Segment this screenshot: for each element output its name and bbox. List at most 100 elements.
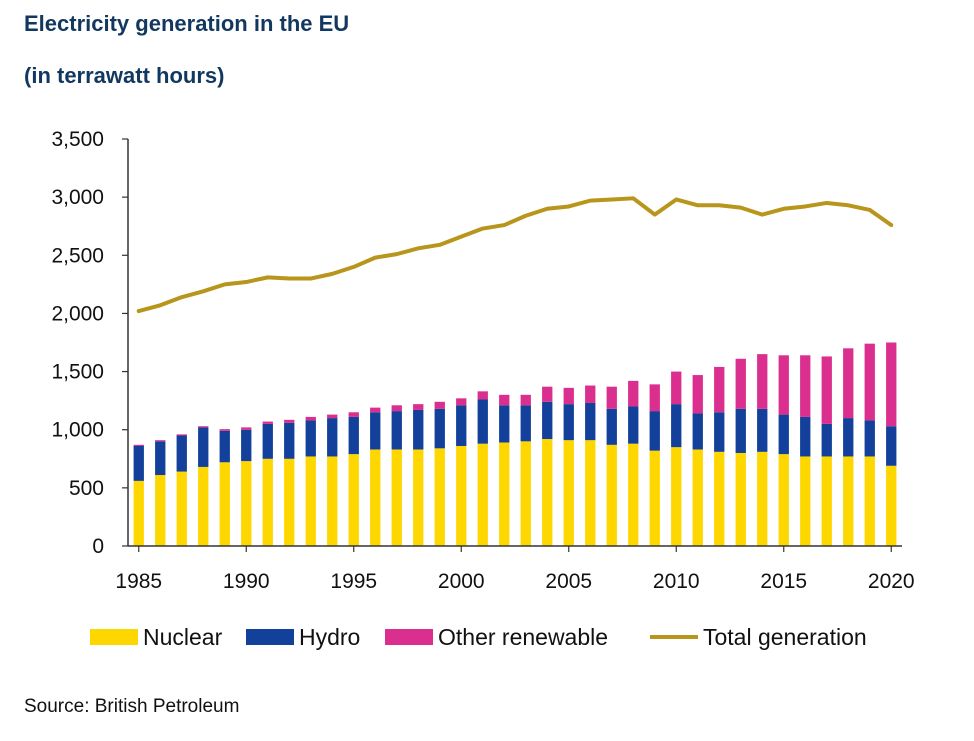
nuclear-bar-1995 (348, 454, 359, 546)
hydro-bar-1993 (305, 420, 316, 457)
x-tick-label: 1990 (223, 570, 270, 593)
hydro-bar-1992 (284, 422, 295, 459)
nuclear-bar-2000 (456, 445, 467, 546)
other-renewable-bar-2003 (520, 394, 531, 406)
nuclear-bar-1993 (305, 456, 316, 546)
other-renewable-bar-2014 (757, 354, 768, 409)
hydro-bar-2004 (542, 401, 553, 440)
hydro-bar-1991 (262, 423, 273, 459)
y-tick-label: 1,500 (51, 361, 104, 384)
hydro-bar-1989 (219, 430, 230, 463)
other-renewable-bar-2010 (671, 371, 682, 405)
x-tick-label: 1985 (115, 570, 162, 593)
nuclear-bar-2015 (778, 454, 789, 546)
other-renewable-bar-2009 (649, 384, 660, 412)
other-renewable-bar-2007 (606, 386, 617, 409)
bar-layer (133, 342, 897, 546)
hydro-bar-2017 (821, 423, 832, 457)
axes-layer: 0 500 1,000 1,500 2,000 2,500 3,000 3,500 1985 19… (51, 128, 914, 593)
other-renewable-bar-1990 (241, 427, 252, 430)
legend-label-hydro: Hydro (299, 624, 360, 650)
other-renewable-bar-2006 (585, 385, 596, 403)
other-renewable-bar-2020 (886, 342, 897, 427)
x-tick-label: 2015 (760, 570, 807, 593)
x-tick-label: 2010 (653, 570, 700, 593)
other-renewable-bar-2013 (735, 358, 746, 409)
nuclear-bar-2004 (542, 439, 553, 546)
y-tick-label: 0 (92, 535, 104, 558)
nuclear-bar-1988 (198, 466, 209, 546)
hydro-bar-1998 (413, 409, 424, 450)
total-generation-line (136, 196, 894, 314)
hydro-bar-2015 (778, 414, 789, 455)
nuclear-bar-2012 (714, 451, 725, 546)
other-renewable-bar-1989 (219, 429, 230, 431)
hydro-bar-2002 (499, 405, 510, 443)
hydro-bar-2009 (649, 411, 660, 451)
legend-swatch-nuclear (90, 629, 138, 645)
hydro-bar-1999 (434, 408, 445, 449)
hydro-bar-1990 (241, 429, 252, 462)
hydro-bar-2005 (563, 404, 574, 441)
hydro-bar-2007 (606, 408, 617, 445)
hydro-bar-2014 (757, 408, 768, 452)
hydro-bar-1994 (327, 418, 338, 457)
x-tick-label: 2005 (545, 570, 592, 593)
y-tick-label: 1,000 (51, 419, 104, 442)
other-renewable-bar-2012 (714, 366, 725, 413)
hydro-bar-1986 (155, 441, 166, 476)
other-renewable-bar-2011 (692, 375, 703, 414)
other-renewable-bar-1998 (413, 404, 424, 410)
nuclear-bar-1989 (219, 462, 230, 546)
nuclear-bar-1985 (133, 480, 144, 546)
x-tick-label: 1995 (330, 570, 377, 593)
nuclear-bar-2008 (628, 443, 639, 546)
y-tick-label: 500 (69, 477, 104, 500)
other-renewable-bar-2016 (800, 355, 811, 417)
x-tick-label: 2000 (438, 570, 485, 593)
other-renewable-bar-1995 (348, 412, 359, 417)
other-renewable-bar-1996 (370, 407, 381, 413)
other-renewable-bar-2000 (456, 398, 467, 406)
other-renewable-bar-1986 (155, 440, 166, 442)
hydro-bar-2000 (456, 405, 467, 446)
other-renewable-bar-1994 (327, 414, 338, 419)
hydro-bar-2020 (886, 426, 897, 466)
other-renewable-bar-2004 (542, 386, 553, 402)
nuclear-bar-2009 (649, 450, 660, 546)
chart-subtitle: (in terrawatt hours) (24, 63, 225, 88)
legend-swatch-hydro (246, 629, 294, 645)
nuclear-bar-1999 (434, 448, 445, 546)
nuclear-bar-2016 (800, 456, 811, 546)
other-renewable-bar-1987 (176, 434, 187, 436)
hydro-bar-2010 (671, 404, 682, 448)
hydro-bar-1996 (370, 412, 381, 450)
other-renewable-bar-1988 (198, 426, 209, 428)
y-tick-label: 2,500 (51, 244, 104, 267)
nuclear-bar-1992 (284, 458, 295, 546)
other-renewable-bar-2005 (563, 387, 574, 405)
legend-label-total-generation: Total generation (703, 624, 867, 650)
line-layer (136, 196, 894, 314)
other-renewable-bar-2001 (477, 391, 488, 400)
hydro-bar-2011 (692, 413, 703, 450)
legend-label-other-renewable: Other renewable (438, 624, 608, 650)
other-renewable-bar-1999 (434, 401, 445, 409)
other-renewable-bar-1993 (305, 416, 316, 421)
hydro-bar-1985 (133, 445, 144, 481)
other-renewable-bar-2017 (821, 356, 832, 424)
nuclear-bar-2003 (520, 441, 531, 546)
hydro-bar-2012 (714, 412, 725, 452)
other-renewable-bar-2018 (843, 348, 854, 419)
nuclear-bar-2005 (563, 440, 574, 546)
y-tick-label: 3,000 (51, 186, 104, 209)
nuclear-bar-1987 (176, 471, 187, 546)
nuclear-bar-1990 (241, 461, 252, 546)
nuclear-bar-1998 (413, 449, 424, 546)
hydro-bar-1988 (198, 427, 209, 467)
hydro-bar-2013 (735, 408, 746, 453)
other-renewable-bar-1992 (284, 419, 295, 423)
nuclear-bar-1994 (327, 456, 338, 546)
y-tick-label: 3,500 (51, 128, 104, 151)
